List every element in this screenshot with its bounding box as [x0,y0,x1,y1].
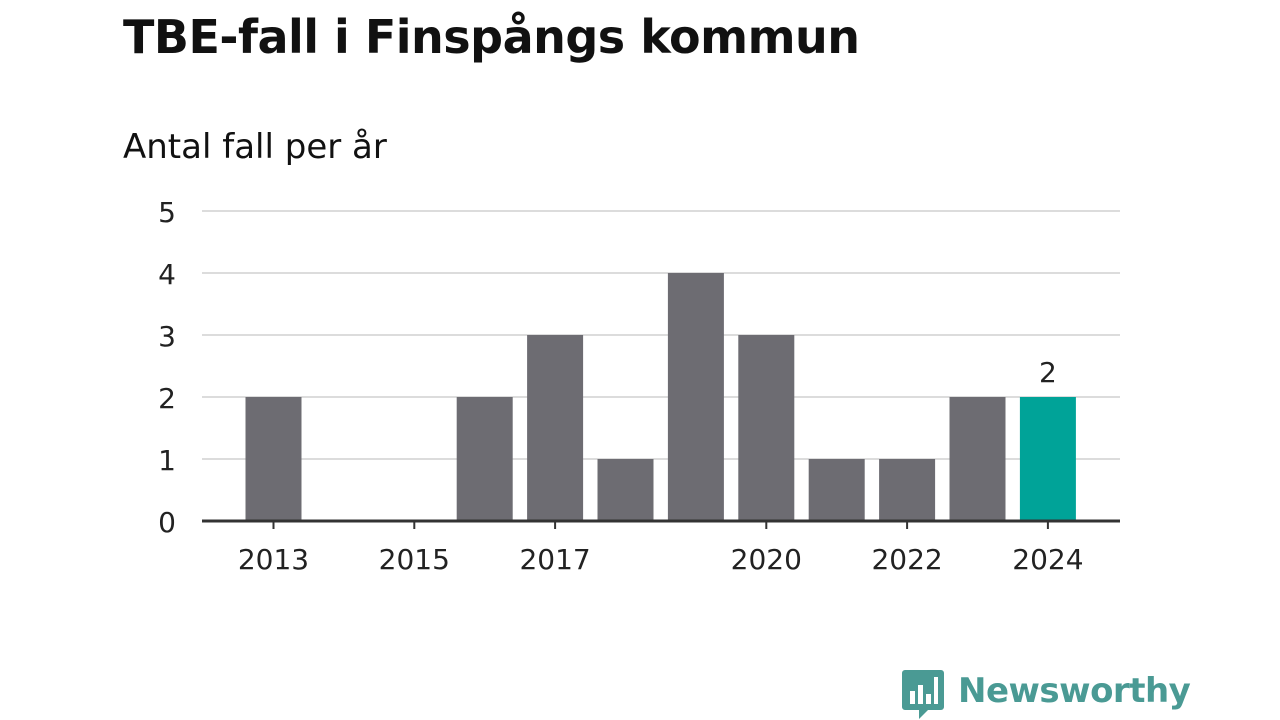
x-axis: 2013 2015 2017 2020 2022 2024 [202,519,1120,576]
newsworthy-logo-icon [902,670,944,719]
data-labels: 2 [1039,356,1057,389]
bar-2023 [949,397,1006,521]
y-tick-label-3: 3 [158,320,176,353]
data-label-2024: 2 [1039,356,1057,389]
bar-2016 [456,397,513,521]
chart-title: TBE-fall i Finspångs kommun [123,10,860,64]
y-tick-label-2: 2 [158,382,176,415]
bar-2019 [667,273,724,521]
newsworthy-brand: Newsworthy [902,670,1191,720]
bar-2013 [245,397,302,521]
y-tick-label-0: 0 [158,506,176,539]
x-tick-label-2013: 2013 [238,543,309,576]
x-tick-label-2020: 2020 [731,543,802,576]
x-tick-label-2017: 2017 [519,543,590,576]
y-tick-label-5: 5 [158,196,176,229]
bars [245,273,1076,521]
bar-2018 [597,459,654,521]
bar-2021 [808,459,865,521]
brand-name: Newsworthy [958,671,1191,711]
bar-2020 [738,335,795,521]
x-tick-label-2015: 2015 [379,543,450,576]
y-tick-label-1: 1 [158,444,176,477]
bar-2017 [527,335,584,521]
x-tick-label-2022: 2022 [871,543,942,576]
x-tick-label-2024: 2024 [1012,543,1083,576]
y-tick-label-4: 4 [158,258,176,291]
bar-2022 [879,459,936,521]
chart-subtitle: Antal fall per år [123,127,387,167]
bar-2024 [1019,397,1076,521]
y-tick-labels: 0 1 2 3 4 5 [158,196,176,539]
